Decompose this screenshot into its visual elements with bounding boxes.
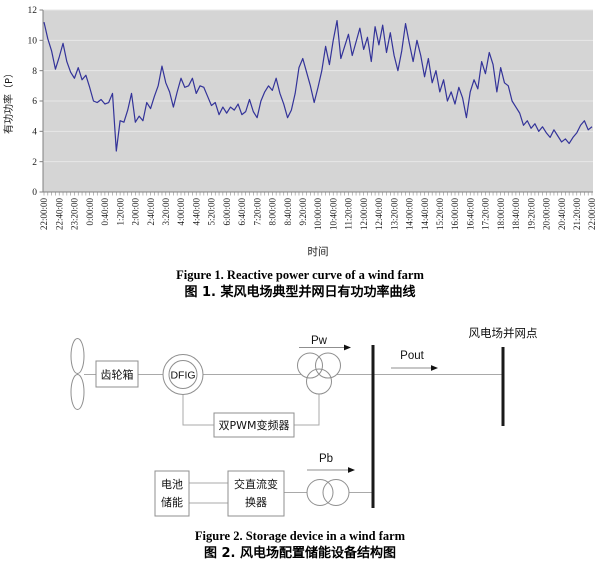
figure1-caption-zh: 图 1. 某风电场典型并网日有功功率曲线: [184, 284, 416, 300]
grid-connection-label: 风电场并网点: [469, 326, 538, 340]
dfig-generator: DFIG: [162, 354, 204, 395]
x-tick-label: 1:20:00: [115, 198, 125, 226]
figure2-caption-zh: 图 2. 风电场配置储能设备结构图: [203, 545, 397, 561]
x-tick-label: 22:00:00: [587, 198, 597, 231]
x-tick-label: 16:00:00: [450, 198, 460, 231]
x-tick-label: 20:40:00: [557, 198, 567, 231]
y-tick-label: 0: [32, 188, 37, 198]
pb-arrow: [307, 467, 355, 473]
acdc-converter-label-line1: 交直流变: [234, 477, 278, 491]
y-tick-label: 2: [32, 158, 37, 168]
x-tick-label: 15:20:00: [435, 198, 445, 231]
x-tick-label: 0:40:00: [100, 198, 110, 226]
pw-arrow: [299, 344, 351, 351]
x-tick-label: 17:20:00: [481, 198, 491, 231]
x-tick-label: 20:00:00: [542, 198, 552, 231]
x-tick-label: 22:00:00: [39, 198, 49, 231]
x-axis-title: 时间: [308, 245, 329, 258]
pout-label: Pout: [400, 350, 424, 362]
y-tick-label: 8: [32, 67, 37, 77]
power-curve-line: [43, 20, 593, 152]
y-tick-label: 6: [32, 97, 37, 107]
power-curve-chart-svg: 0 2 4 6 8 10 12 22:00:00 22:40:00 23:20:00 0:00:00…: [2, 6, 598, 258]
y-tick-label: 4: [32, 128, 37, 138]
gearbox-label: 齿轮箱: [101, 368, 134, 382]
storage-transformer-icon: [306, 479, 350, 506]
acdc-converter-box: [227, 470, 285, 517]
figure2-diagram: 齿轮箱 DFIG Pw Pout: [0, 316, 600, 521]
x-tick-label: 5:20:00: [207, 198, 217, 226]
figure2-caption: Figure 2. Storage device in a wind farm …: [0, 529, 600, 562]
main-transformer-icon: [297, 352, 341, 395]
y-tick-label: 12: [28, 6, 38, 16]
x-tick-label: 14:40:00: [420, 198, 430, 231]
gearbox-box: [95, 360, 139, 388]
x-tick-label: 16:40:00: [465, 198, 475, 231]
figure1-caption: Figure 1. Reactive power curve of a wind…: [0, 268, 600, 301]
figure1-caption-en: Figure 1. Reactive power curve of a wind…: [176, 268, 424, 282]
pout-arrow: [391, 365, 438, 371]
figure1-chart: 0 2 4 6 8 10 12 22:00:00 22:40:00 23:20:00 0:00:00…: [0, 0, 600, 262]
pb-label: Pb: [319, 453, 333, 465]
storage-diagram-svg: 齿轮箱 DFIG Pw Pout: [70, 326, 538, 517]
chart-generated-content: 0 2 4 6 8 10 12 22:00:00 22:40:00 23:20:00 0:00:00…: [28, 6, 598, 230]
dfig-label: DFIG: [170, 370, 195, 382]
x-tick-label: 23:20:00: [70, 198, 80, 231]
x-tick-label: 3:20:00: [161, 198, 171, 226]
pwm-converter-label: 双PWM变频器: [218, 418, 289, 432]
x-tick-label: 4:00:00: [176, 198, 186, 226]
wind-turbine-icon: [70, 338, 85, 410]
x-tick-label: 6:00:00: [222, 198, 232, 226]
y-tick-label: 10: [28, 37, 38, 47]
battery-label-line2: 储能: [161, 495, 183, 509]
x-tick-label: 10:40:00: [328, 198, 338, 231]
acdc-converter-label-line2: 换器: [245, 495, 267, 509]
figure2-caption-en: Figure 2. Storage device in a wind farm: [194, 529, 406, 543]
x-tick-label: 18:00:00: [496, 198, 506, 231]
x-tick-label: 21:20:00: [572, 198, 582, 231]
x-tick-label: 4:40:00: [191, 198, 201, 226]
battery-label-line1: 电池: [161, 478, 183, 491]
x-tick-label: 2:40:00: [146, 198, 156, 226]
x-tick-label: 7:20:00: [252, 198, 262, 226]
x-tick-label: 8:00:00: [268, 198, 278, 226]
battery-storage-box: [154, 470, 190, 517]
x-tick-label: 22:40:00: [54, 198, 64, 231]
x-tick-label: 13:20:00: [389, 198, 399, 231]
x-tick-label: 14:00:00: [405, 198, 415, 231]
x-tick-label: 6:40:00: [237, 198, 247, 226]
x-tick-label: 18:40:00: [511, 198, 521, 231]
y-axis-title: 有功功率（P）: [2, 68, 15, 134]
x-tick-label: 12:00:00: [359, 198, 369, 231]
x-tick-label: 8:40:00: [283, 198, 293, 226]
x-tick-label: 19:20:00: [526, 198, 536, 231]
x-tick-label: 0:00:00: [85, 198, 95, 226]
x-tick-label: 2:00:00: [131, 198, 141, 226]
x-tick-label: 11:20:00: [344, 198, 354, 230]
x-tick-label: 10:00:00: [313, 198, 323, 231]
x-tick-label: 9:20:00: [298, 198, 308, 226]
x-tick-label: 12:40:00: [374, 198, 384, 231]
pw-label: Pw: [311, 335, 328, 347]
pwm-converter-box: [213, 412, 295, 438]
diagram-connectors: [84, 374, 502, 504]
